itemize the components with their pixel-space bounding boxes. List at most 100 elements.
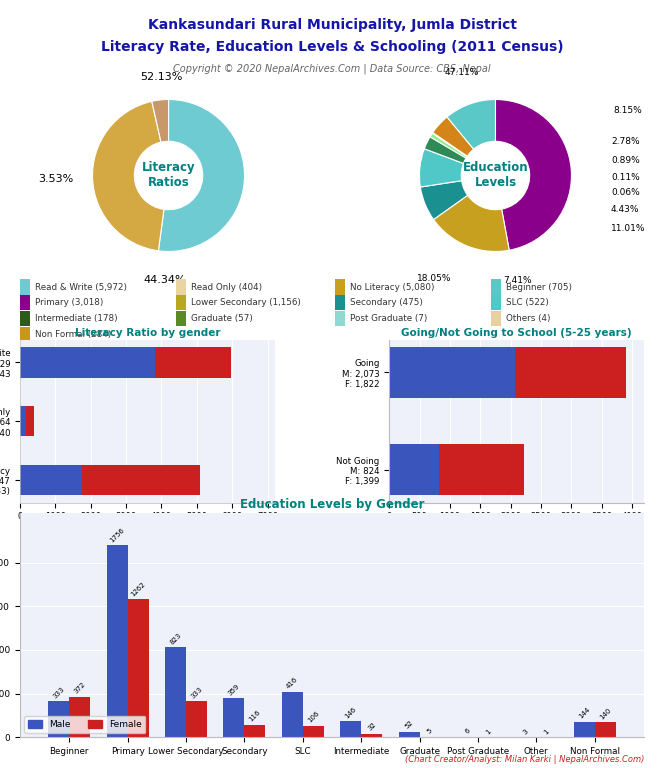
Legend: Male, Female: Male, Female <box>87 515 208 531</box>
Text: Copyright © 2020 NepalArchives.Com | Data Source: CBS, Nepal: Copyright © 2020 NepalArchives.Com | Dat… <box>173 63 491 74</box>
Text: 0.06%: 0.06% <box>611 187 639 197</box>
Text: 1: 1 <box>543 728 550 736</box>
Text: 6: 6 <box>463 727 471 735</box>
Bar <box>165 647 186 737</box>
Text: 1756: 1756 <box>109 527 125 544</box>
Legend: Male, Female: Male, Female <box>456 515 577 531</box>
Bar <box>69 697 90 737</box>
Bar <box>186 701 207 737</box>
Text: Lower Secondary (1,156): Lower Secondary (1,156) <box>191 298 301 307</box>
Text: 47.11%: 47.11% <box>444 68 479 78</box>
Text: 4.43%: 4.43% <box>611 205 639 214</box>
Bar <box>48 701 69 737</box>
Bar <box>127 600 149 737</box>
Bar <box>107 545 127 737</box>
Bar <box>398 732 420 737</box>
Wedge shape <box>430 133 467 158</box>
Text: 372: 372 <box>73 681 87 695</box>
Text: 5: 5 <box>426 728 434 735</box>
Text: Education
Levels: Education Levels <box>463 161 529 190</box>
FancyBboxPatch shape <box>491 280 501 295</box>
Bar <box>20 347 155 378</box>
Text: 333: 333 <box>52 686 66 700</box>
Bar <box>223 698 244 737</box>
Text: 2.78%: 2.78% <box>611 137 639 146</box>
Text: 3: 3 <box>522 728 529 735</box>
FancyBboxPatch shape <box>491 311 501 326</box>
Text: 52.13%: 52.13% <box>139 71 182 81</box>
Wedge shape <box>447 100 495 149</box>
Wedge shape <box>152 100 169 142</box>
Text: SLC (522): SLC (522) <box>506 298 549 307</box>
Text: No Literacy (5,080): No Literacy (5,080) <box>350 283 435 292</box>
Wedge shape <box>433 117 473 156</box>
FancyBboxPatch shape <box>20 327 30 342</box>
Text: 823: 823 <box>169 632 183 646</box>
Text: Others (4): Others (4) <box>506 314 550 323</box>
FancyBboxPatch shape <box>335 311 345 326</box>
Text: 18.05%: 18.05% <box>418 273 452 283</box>
Bar <box>20 406 26 436</box>
Bar <box>440 445 524 495</box>
Text: Literacy Rate, Education Levels & Schooling (2011 Census): Literacy Rate, Education Levels & School… <box>101 40 563 54</box>
FancyBboxPatch shape <box>176 311 186 326</box>
FancyBboxPatch shape <box>335 295 345 310</box>
Text: Post Graduate (7): Post Graduate (7) <box>350 314 428 323</box>
Bar <box>515 347 625 398</box>
Text: 1262: 1262 <box>129 581 147 598</box>
Text: 106: 106 <box>306 710 320 724</box>
Bar <box>20 465 82 495</box>
Text: 146: 146 <box>344 706 357 720</box>
Text: Non Formal (284): Non Formal (284) <box>35 330 111 339</box>
Text: 11.01%: 11.01% <box>611 224 645 233</box>
Text: Kankasundari Rural Municipality, Jumla District: Kankasundari Rural Municipality, Jumla D… <box>147 18 517 32</box>
Title: Education Levels by Gender: Education Levels by Gender <box>240 498 424 511</box>
Wedge shape <box>424 137 466 164</box>
FancyBboxPatch shape <box>20 280 30 295</box>
Text: 8.15%: 8.15% <box>614 107 642 115</box>
Text: Graduate (57): Graduate (57) <box>191 314 253 323</box>
Bar <box>282 692 303 737</box>
Bar <box>26 406 35 436</box>
FancyBboxPatch shape <box>176 280 186 295</box>
Text: 3.53%: 3.53% <box>39 174 74 184</box>
Bar <box>155 347 231 378</box>
Text: 416: 416 <box>286 677 299 690</box>
Text: 140: 140 <box>598 707 612 720</box>
Text: 1: 1 <box>485 728 492 736</box>
FancyBboxPatch shape <box>335 280 345 295</box>
Bar <box>389 347 515 398</box>
Bar <box>340 721 361 737</box>
Wedge shape <box>432 133 467 157</box>
Wedge shape <box>495 100 572 250</box>
Bar <box>82 465 200 495</box>
Text: 7.41%: 7.41% <box>503 276 532 285</box>
FancyBboxPatch shape <box>20 311 30 326</box>
Bar <box>361 733 382 737</box>
Title: Going/Not Going to School (5-25 years): Going/Not Going to School (5-25 years) <box>401 327 632 337</box>
Text: 333: 333 <box>190 686 203 700</box>
Text: Literacy
Ratios: Literacy Ratios <box>141 161 195 190</box>
Bar <box>244 725 266 737</box>
FancyBboxPatch shape <box>176 295 186 310</box>
Title: Literacy Ratio by gender: Literacy Ratio by gender <box>74 327 220 337</box>
Text: 32: 32 <box>367 722 377 732</box>
Text: Primary (3,018): Primary (3,018) <box>35 298 104 307</box>
Bar <box>389 445 440 495</box>
FancyBboxPatch shape <box>491 295 501 310</box>
Wedge shape <box>420 180 467 220</box>
Bar <box>574 722 595 737</box>
Text: Beginner (705): Beginner (705) <box>506 283 572 292</box>
Legend: Male, Female: Male, Female <box>25 717 145 733</box>
Bar <box>303 726 324 737</box>
Text: 116: 116 <box>248 709 262 723</box>
FancyBboxPatch shape <box>20 295 30 310</box>
Text: 44.34%: 44.34% <box>143 276 186 286</box>
Text: 0.11%: 0.11% <box>611 173 639 181</box>
Text: 0.89%: 0.89% <box>611 156 639 165</box>
Text: 52: 52 <box>404 720 414 730</box>
Bar <box>595 722 616 737</box>
Text: Read & Write (5,972): Read & Write (5,972) <box>35 283 127 292</box>
Text: Intermediate (178): Intermediate (178) <box>35 314 118 323</box>
Wedge shape <box>92 101 164 251</box>
